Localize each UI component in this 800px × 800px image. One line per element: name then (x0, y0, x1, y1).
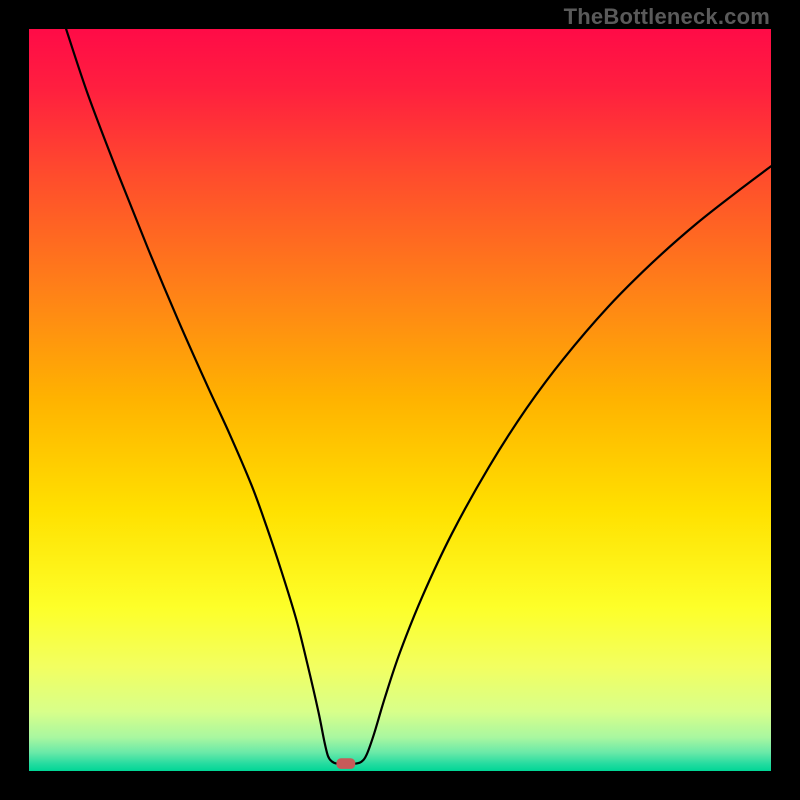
bottleneck-chart-svg (29, 29, 771, 771)
chart-frame: TheBottleneck.com (0, 0, 800, 800)
plot-area (29, 29, 771, 771)
plot-background (29, 29, 771, 771)
optimum-marker (337, 759, 355, 769)
watermark-text: TheBottleneck.com (564, 4, 770, 30)
